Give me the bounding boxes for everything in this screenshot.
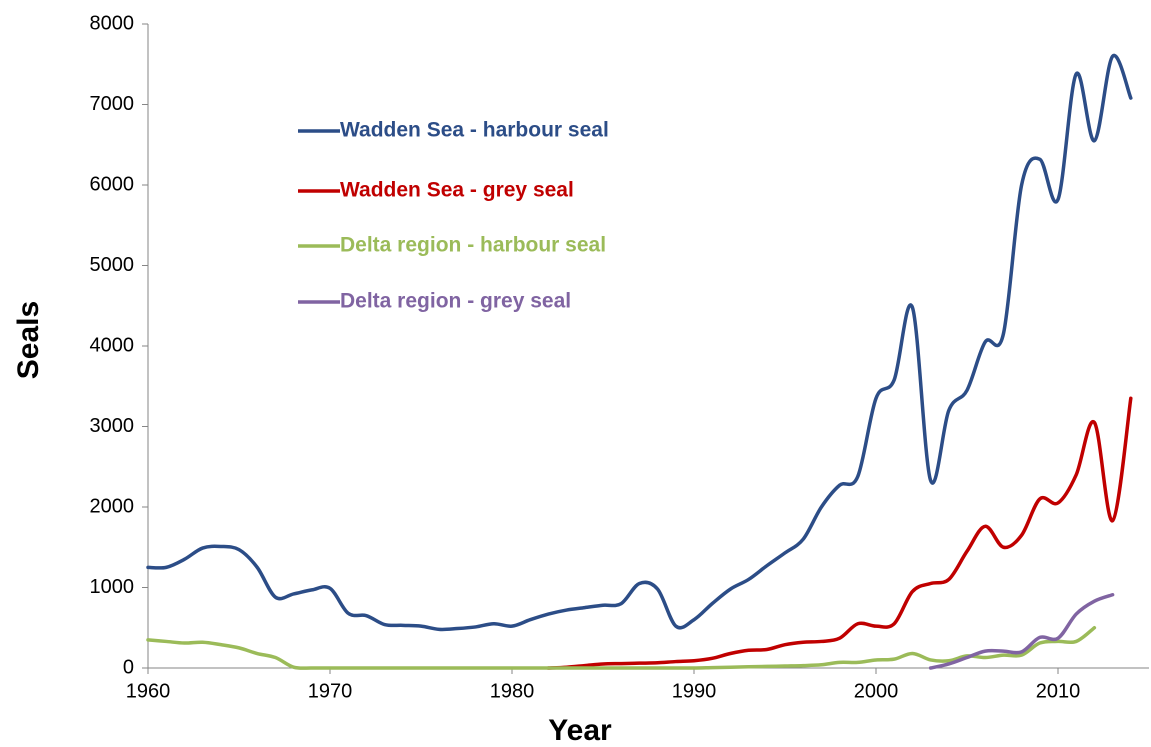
legend-text: Delta region - grey seal — [340, 290, 571, 313]
x-tick-label: 1960 — [126, 680, 171, 702]
y-tick-label: 4000 — [90, 334, 135, 356]
y-tick-label: 7000 — [90, 93, 135, 115]
x-tick-label: 1970 — [308, 680, 353, 702]
y-tick-label: 6000 — [90, 173, 135, 195]
x-tick-label: 2000 — [854, 680, 899, 702]
y-tick-label: 0 — [123, 656, 134, 678]
x-axis-title: Year — [548, 714, 612, 747]
series-line — [146, 53, 1133, 632]
y-tick-label: 3000 — [90, 415, 135, 437]
series-line — [146, 626, 1097, 670]
x-tick-label: 2010 — [1036, 680, 1081, 702]
y-tick-label: 5000 — [90, 254, 135, 276]
x-tick-label: 1990 — [672, 680, 717, 702]
y-tick-label: 1000 — [90, 576, 135, 598]
legend-text: Wadden Sea - harbour seal — [340, 119, 609, 142]
series-line — [928, 592, 1115, 670]
legend-text: Delta region - harbour seal — [340, 234, 606, 257]
y-tick-label: 2000 — [90, 495, 135, 517]
y-axis-title: Seals — [12, 301, 45, 379]
y-tick-label: 8000 — [90, 12, 135, 34]
x-tick-label: 1980 — [490, 680, 535, 702]
series-line — [546, 396, 1133, 670]
legend-text: Wadden Sea - grey seal — [340, 179, 574, 202]
